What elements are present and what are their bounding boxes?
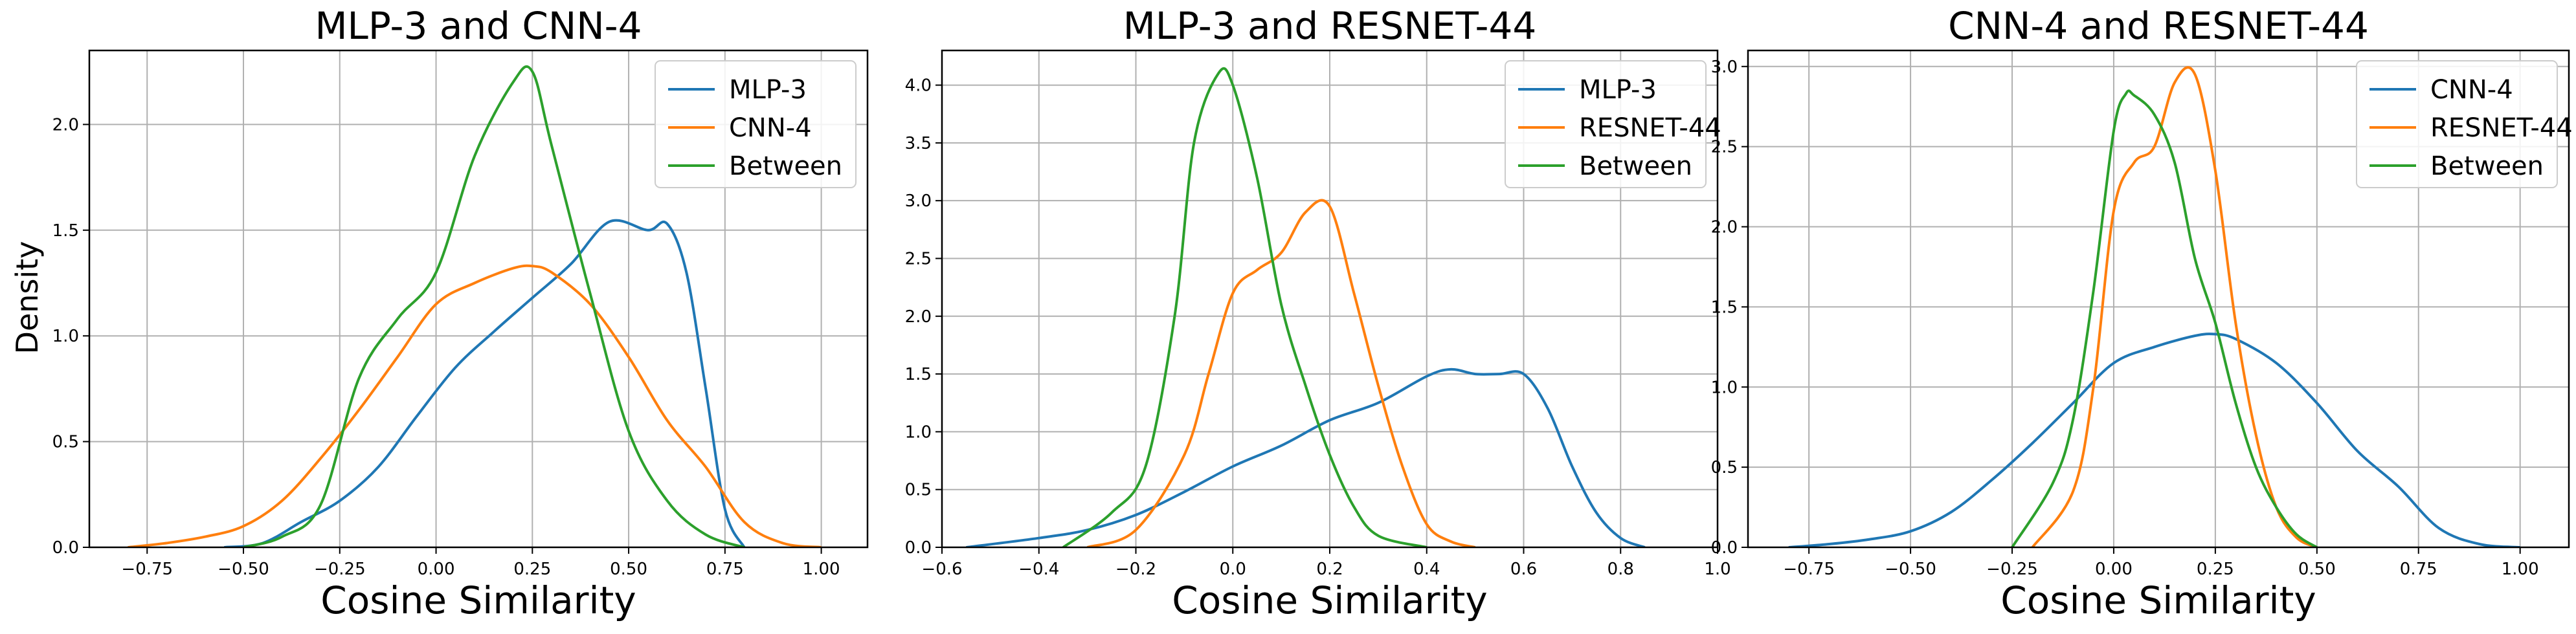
y-tick-label: 1.5 bbox=[905, 365, 932, 384]
y-tick-label: 1.0 bbox=[52, 327, 79, 346]
y-tick-label: 2.0 bbox=[52, 115, 79, 135]
x-tick-label: −0.2 bbox=[1115, 560, 1156, 579]
series-line-cnn-4 bbox=[128, 264, 822, 547]
y-tick-label: 2.0 bbox=[905, 307, 932, 327]
legend-box bbox=[2356, 60, 2558, 188]
x-tick-label: −0.25 bbox=[314, 560, 366, 579]
x-axis-label: Cosine Similarity bbox=[1172, 578, 1487, 622]
series-line-resnet-44 bbox=[2031, 66, 2318, 547]
x-axis-label: Cosine Similarity bbox=[320, 578, 636, 622]
y-tick-label: 1.0 bbox=[905, 422, 932, 442]
series-line-mlp-3 bbox=[966, 367, 1646, 547]
y-tick-label: 2.5 bbox=[1711, 138, 1738, 157]
y-tick-label: 0.0 bbox=[905, 538, 932, 558]
legend-label: Between bbox=[2430, 151, 2544, 181]
x-tick-label: −0.75 bbox=[1783, 560, 1835, 579]
chart-title: MLP-3 and RESNET-44 bbox=[1123, 4, 1537, 48]
chart-panel-2: −0.6 −0.4 −0.2 0.0 0.2 0.4 0.6 0.8 1.0 0.0 0.5 1.0 1… bbox=[905, 4, 1731, 622]
chart-panel-3: −0.75 −0.50 −0.25 0.00 0.25 0.50 0.75 1.00 0.0 0.… bbox=[1711, 4, 2573, 622]
chart-panel-1: −0.75 −0.50 −0.25 0.00 0.25 0.50 0.75 1.00 0.0 0.… bbox=[52, 4, 869, 622]
y-tick-label: 0.0 bbox=[52, 538, 79, 558]
x-tick-label: 0.25 bbox=[2197, 560, 2234, 579]
x-tick-label: −0.6 bbox=[921, 560, 962, 579]
x-tick-label: 0.75 bbox=[2400, 560, 2437, 579]
x-tick-label: 1.0 bbox=[1704, 560, 1730, 579]
x-tick-label: −0.75 bbox=[121, 560, 173, 579]
series-line-between bbox=[1062, 67, 1428, 547]
x-tick-label: 1.00 bbox=[803, 560, 840, 579]
legend: MLP-3 CNN-4 Between bbox=[655, 60, 857, 188]
x-tick-label: −0.25 bbox=[1986, 560, 2038, 579]
chart-title: CNN-4 and RESNET-44 bbox=[1948, 4, 2369, 48]
y-tick-label: 1.5 bbox=[1711, 298, 1738, 317]
x-tick-label: −0.50 bbox=[1885, 560, 1936, 579]
y-tick-label: 2.0 bbox=[1711, 218, 1738, 237]
y-tick-label: 2.5 bbox=[905, 249, 932, 268]
y-tick-label: 3.0 bbox=[905, 191, 932, 211]
legend-label: CNN-4 bbox=[2430, 75, 2513, 105]
y-tick-label: 0.5 bbox=[1711, 458, 1738, 477]
x-tick-label: 0.50 bbox=[2298, 560, 2336, 579]
y-tick-label: 3.5 bbox=[905, 134, 932, 153]
x-tick-label: 0.0 bbox=[1220, 560, 1246, 579]
y-tick-label: 4.0 bbox=[905, 76, 932, 96]
legend-label: MLP-3 bbox=[1579, 75, 1657, 105]
x-tick-label: 0.4 bbox=[1413, 560, 1440, 579]
y-tick-label: 0.5 bbox=[905, 481, 932, 500]
y-tick-label: 1.5 bbox=[52, 221, 79, 241]
series-line-between bbox=[243, 65, 745, 547]
series-line-between bbox=[2011, 89, 2318, 547]
legend-label: Between bbox=[1579, 151, 1692, 181]
legend-label: RESNET-44 bbox=[2430, 113, 2573, 143]
series-line-resnet-44 bbox=[1086, 199, 1476, 547]
x-tick-label: 0.75 bbox=[706, 560, 744, 579]
legend-label: RESNET-44 bbox=[1579, 113, 1721, 143]
x-tick-label: 0.2 bbox=[1316, 560, 1343, 579]
x-tick-label: 0.00 bbox=[418, 560, 455, 579]
y-tick-label: 0.0 bbox=[1711, 538, 1738, 558]
plot-frame bbox=[88, 49, 869, 549]
legend-label: MLP-3 bbox=[729, 75, 807, 105]
plot-frame bbox=[1747, 49, 2570, 549]
y-tick-label: 0.5 bbox=[52, 433, 79, 452]
legend-box bbox=[655, 60, 857, 188]
x-tick-label: 0.00 bbox=[2095, 560, 2133, 579]
series-line-cnn-4 bbox=[1788, 333, 2520, 547]
legend-label: Between bbox=[729, 151, 842, 181]
x-tick-label: 1.00 bbox=[2502, 560, 2539, 579]
x-tick-label: −0.4 bbox=[1018, 560, 1059, 579]
chart-title: MLP-3 and CNN-4 bbox=[315, 4, 642, 48]
y-axis-label: Density bbox=[10, 241, 45, 355]
x-axis-label: Cosine Similarity bbox=[2000, 578, 2316, 622]
y-tick-label: 1.0 bbox=[1711, 378, 1738, 397]
series-line-mlp-3 bbox=[224, 219, 746, 547]
legend-box bbox=[1505, 60, 1707, 188]
legend: MLP-3 RESNET-44 Between bbox=[1505, 60, 1721, 188]
x-tick-label: 0.50 bbox=[610, 560, 647, 579]
legend: CNN-4 RESNET-44 Between bbox=[2356, 60, 2573, 188]
x-tick-label: −0.50 bbox=[218, 560, 269, 579]
x-tick-label: 0.25 bbox=[513, 560, 551, 579]
x-tick-label: 0.8 bbox=[1607, 560, 1634, 579]
legend-label: CNN-4 bbox=[729, 113, 812, 143]
x-tick-label: 0.6 bbox=[1510, 560, 1537, 579]
y-tick-label: 3.0 bbox=[1711, 58, 1738, 77]
